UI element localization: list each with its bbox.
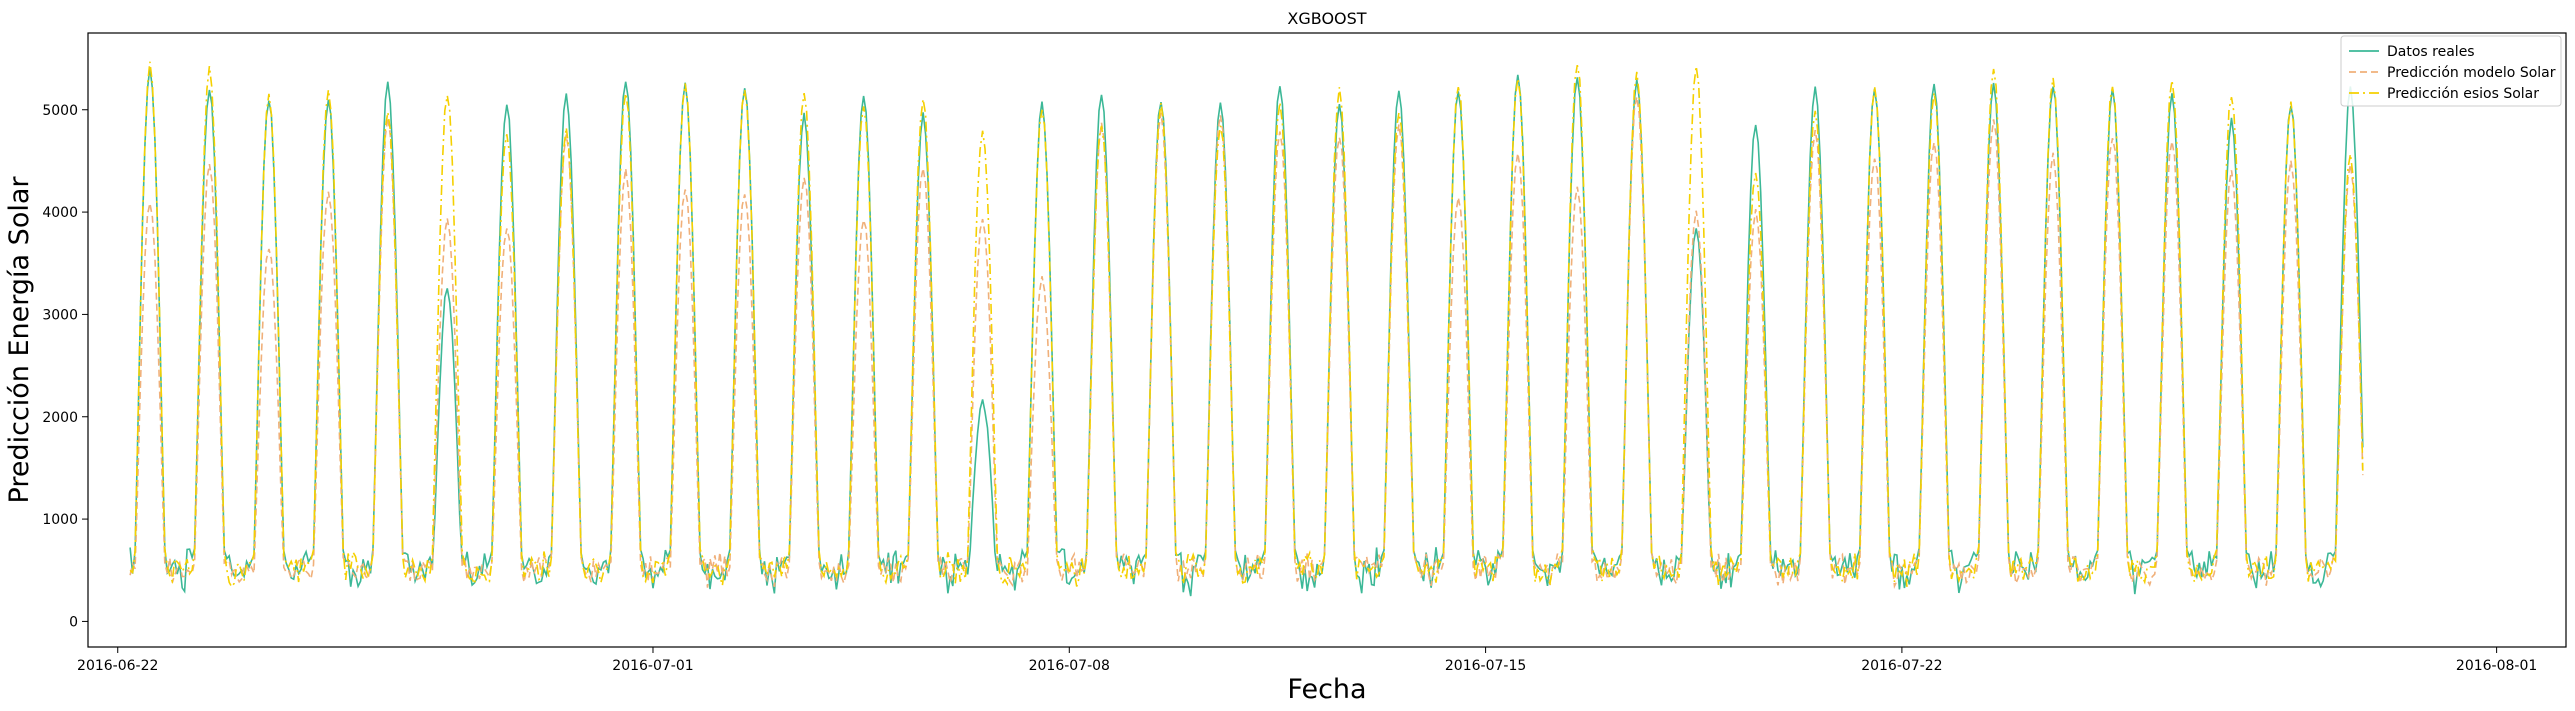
x-tick-label: 2016-07-22 bbox=[1861, 658, 1942, 674]
y-tick-label: 0 bbox=[69, 614, 78, 630]
y-tick-label: 4000 bbox=[42, 205, 78, 221]
ticks-layer: 0 1000 2000 3000 4000 5000 2016-06-22 2016-07-0… bbox=[42, 103, 2537, 674]
series-layer bbox=[129, 61, 2364, 597]
series-line-3 bbox=[129, 61, 2364, 589]
chart-title: XGBOOST bbox=[1287, 9, 1366, 28]
y-axis-label: Predicción Energía Solar bbox=[4, 176, 35, 504]
y-tick-label: 1000 bbox=[42, 512, 78, 528]
legend-label-2: Predicción modelo Solar bbox=[2387, 65, 2556, 81]
legend: Datos reales Predicción modelo Solar Predi… bbox=[2340, 35, 2562, 107]
legend-label-1: Datos reales bbox=[2387, 44, 2475, 60]
y-tick-label: 5000 bbox=[42, 103, 78, 119]
legend-box bbox=[2340, 35, 2562, 107]
x-tick-label: 2016-07-15 bbox=[1445, 658, 1526, 674]
series-line-2 bbox=[129, 96, 2364, 590]
x-axis-label: Fecha bbox=[1287, 674, 1366, 705]
y-tick-label: 2000 bbox=[42, 410, 78, 426]
x-tick-label: 2016-07-01 bbox=[612, 658, 693, 674]
y-tick-label: 3000 bbox=[42, 307, 78, 323]
x-tick-label: 2016-06-22 bbox=[77, 658, 158, 674]
x-tick-label: 2016-08-01 bbox=[2456, 658, 2537, 674]
x-tick-label: 2016-07-08 bbox=[1029, 658, 1110, 674]
legend-label-3: Predicción esios Solar bbox=[2387, 86, 2539, 102]
plot-frame bbox=[87, 32, 2567, 648]
